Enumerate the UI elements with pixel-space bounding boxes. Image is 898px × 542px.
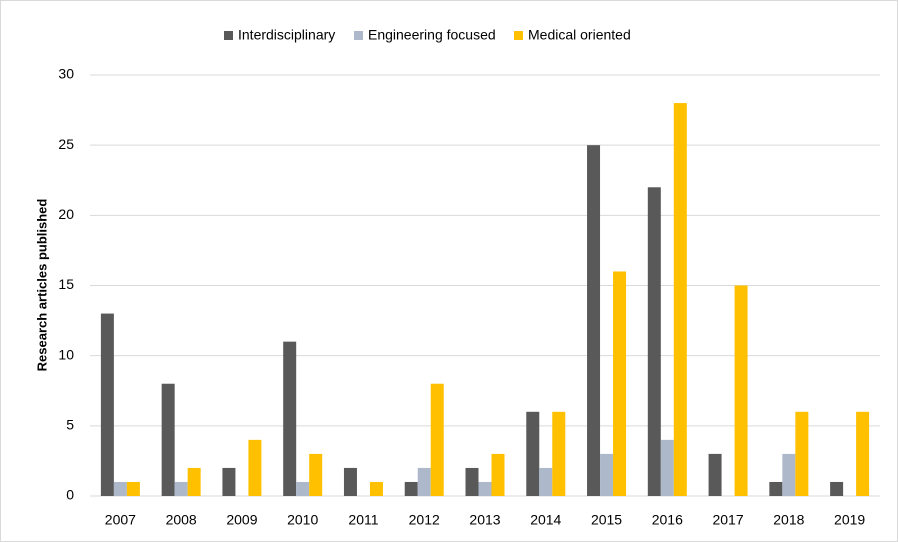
legend-label: Medical oriented — [528, 27, 631, 43]
legend-swatch — [224, 31, 233, 40]
bar — [539, 467, 553, 496]
legend-label: Interdisciplinary — [238, 27, 335, 43]
y-axis-label: Research articles published — [34, 199, 49, 372]
bar — [526, 411, 540, 496]
bar — [187, 467, 201, 496]
bar — [478, 481, 492, 496]
y-tick-label: 15 — [58, 276, 74, 292]
bar — [491, 453, 505, 496]
bar — [660, 439, 674, 496]
x-tick-label: 2013 — [469, 512, 500, 528]
legend-label: Engineering focused — [368, 27, 496, 43]
bar — [161, 383, 175, 496]
x-tick-label: 2014 — [530, 512, 561, 528]
bar — [587, 145, 601, 496]
legend-swatch — [354, 31, 363, 40]
y-tick-label: 0 — [66, 487, 74, 503]
bar — [782, 453, 796, 496]
bar — [708, 453, 722, 496]
bar — [369, 481, 383, 496]
bar — [600, 453, 614, 496]
x-tick-label: 2018 — [773, 512, 804, 528]
x-tick-label: 2009 — [226, 512, 257, 528]
x-tick-label: 2016 — [652, 512, 683, 528]
x-tick-label: 2019 — [834, 512, 865, 528]
bar — [248, 439, 262, 496]
bar — [647, 187, 661, 496]
bar — [830, 481, 844, 496]
bar — [126, 481, 140, 496]
bar — [734, 285, 748, 496]
x-tick-label: 2011 — [348, 512, 378, 528]
bar — [113, 481, 127, 496]
bar — [673, 103, 687, 497]
bar — [222, 467, 236, 496]
y-tick-label: 30 — [58, 66, 74, 82]
y-tick-label: 5 — [66, 417, 74, 433]
x-tick-label: 2015 — [591, 512, 622, 528]
y-tick-label: 25 — [58, 136, 74, 152]
bar — [795, 411, 809, 496]
bar — [769, 481, 783, 496]
x-tick-label: 2012 — [409, 512, 440, 528]
legend-swatch — [514, 31, 523, 40]
bar — [296, 481, 310, 496]
bar — [100, 313, 114, 496]
y-tick-label: 20 — [58, 206, 74, 222]
bar — [343, 467, 357, 496]
bar — [552, 411, 566, 496]
x-tick-label: 2008 — [166, 512, 197, 528]
y-tick-label: 10 — [58, 346, 74, 362]
bar — [417, 467, 431, 496]
bar — [613, 271, 627, 496]
bar — [283, 341, 297, 496]
x-tick-label: 2017 — [712, 512, 743, 528]
x-tick-label: 2007 — [105, 512, 136, 528]
bar — [174, 481, 188, 496]
bar — [856, 411, 870, 496]
bar — [404, 481, 418, 496]
x-tick-label: 2010 — [287, 512, 318, 528]
bar — [465, 467, 479, 496]
bar — [430, 383, 444, 496]
bar — [309, 453, 323, 496]
